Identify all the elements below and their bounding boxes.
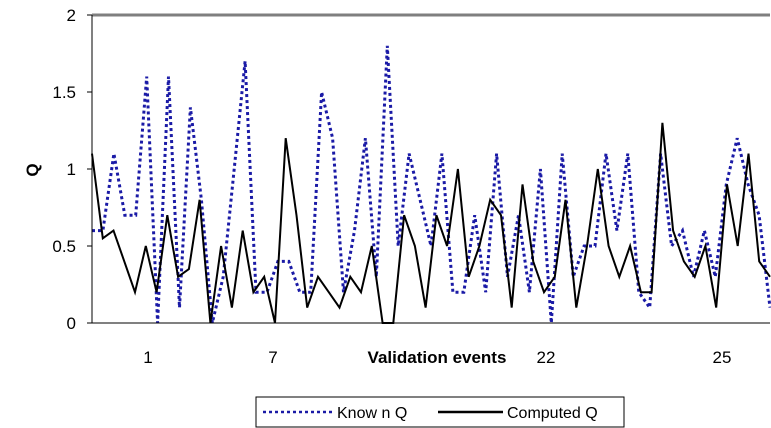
- y-tick-label: 0.5: [52, 237, 76, 256]
- x-axis-title: Validation events: [368, 348, 507, 367]
- legend: Know n Q Computed Q: [255, 396, 625, 428]
- y-tick-label: 1: [67, 160, 76, 179]
- y-tick-label: 2: [67, 6, 76, 25]
- x-tick-label: 1: [143, 348, 152, 367]
- axes: 0 0.5 1 1.5 2 1 7 22 25: [52, 6, 770, 367]
- series-computed-q-line: [91, 122, 771, 324]
- x-tick-label: 22: [537, 348, 556, 367]
- plot-area: [91, 45, 771, 324]
- legend-label-known-q: Know n Q: [337, 405, 407, 422]
- legend-label-computed-q: Computed Q: [507, 405, 598, 422]
- y-tick-label: 1.5: [52, 83, 76, 102]
- x-tick-label: 7: [268, 348, 277, 367]
- y-axis-title: Q: [23, 163, 42, 176]
- y-tick-label: 0: [67, 314, 76, 333]
- x-tick-label: 25: [713, 348, 732, 367]
